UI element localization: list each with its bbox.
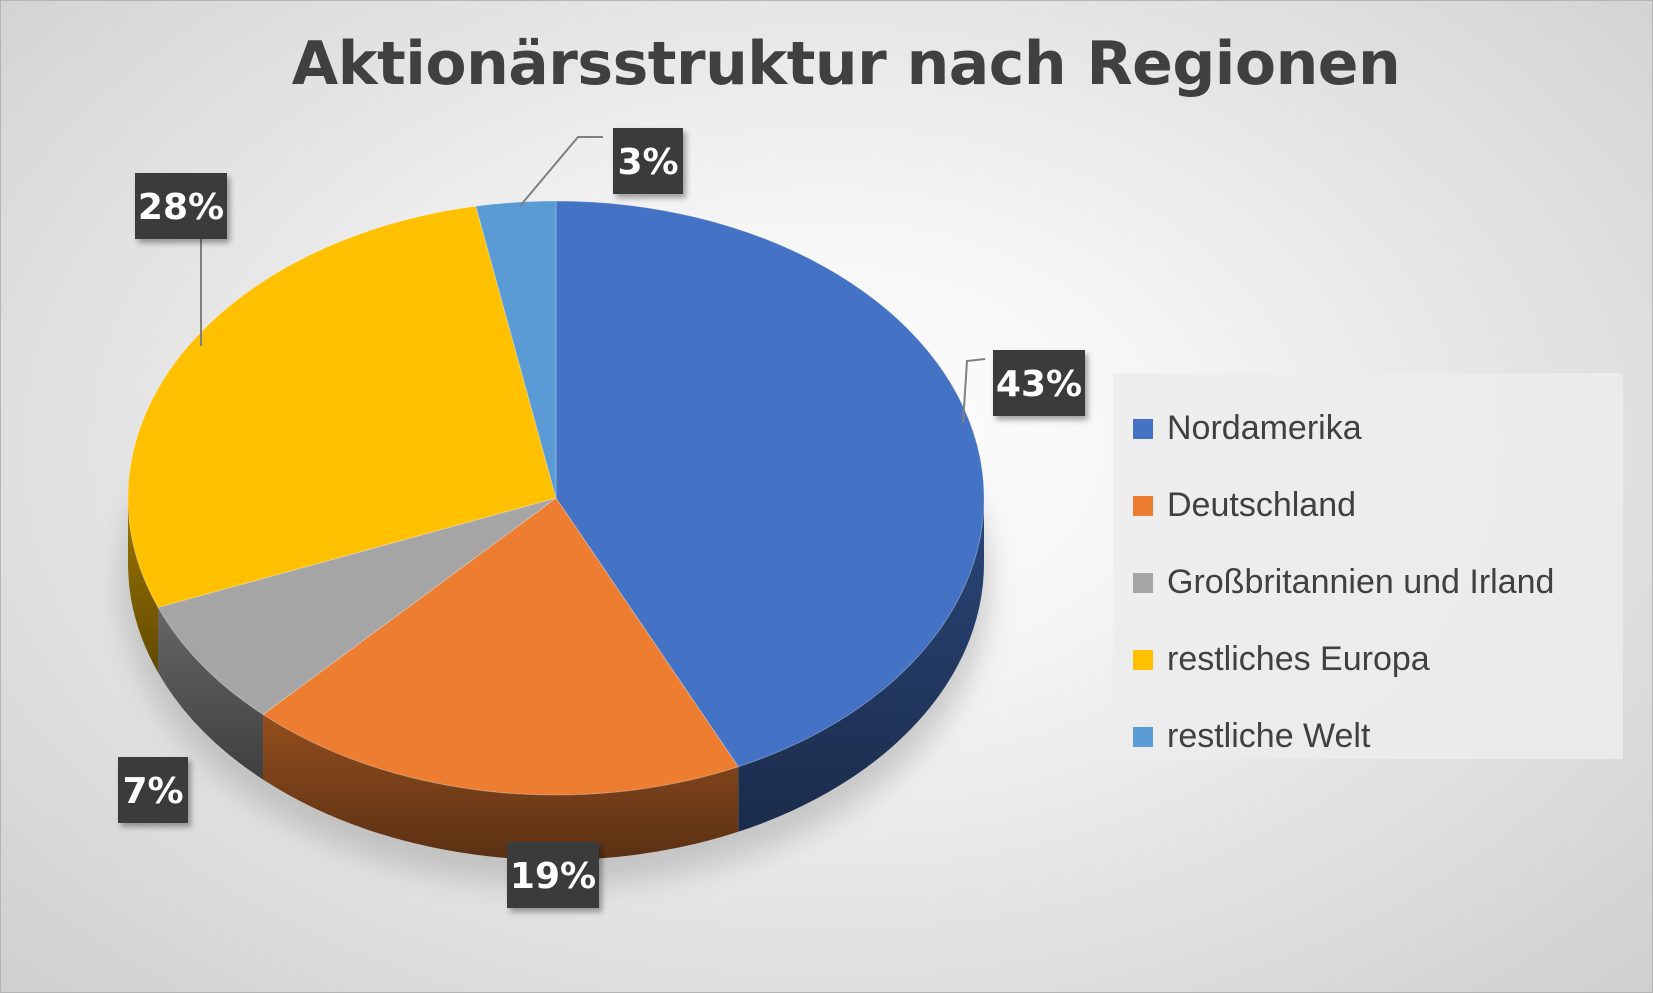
chart-title: Aktionärsstruktur nach Regionen: [291, 29, 1401, 99]
pie-side-walls: [128, 498, 984, 860]
legend-swatch: [1133, 418, 1153, 439]
pie-side-deutschland: [263, 714, 739, 860]
legend-label: restliches Europa: [1167, 640, 1430, 678]
data-labels: 43% 19% 7% 28% 3%: [118, 128, 1085, 908]
pie-slice-nordamerika: [555, 200, 985, 768]
legend-label: Großbritannien und Irland: [1167, 563, 1555, 601]
pie-side-gro-britannien-und-irland: [158, 607, 264, 780]
pie-slice-restliche-welt: [475, 200, 557, 499]
data-label-text: 3%: [617, 142, 678, 183]
legend-swatch: [1133, 572, 1153, 593]
legend-item: restliche Welt: [1113, 698, 1623, 775]
data-label-box: [135, 173, 227, 239]
chart-legend: Nordamerika Deutschland Großbritannien und…: [1113, 373, 1623, 759]
data-label-box: [118, 757, 188, 823]
legend-swatch: [1133, 495, 1153, 516]
legend-item: restliches Europa: [1113, 621, 1623, 698]
legend-swatch: [1133, 726, 1153, 747]
leader-line: [962, 358, 986, 424]
legend-label: Deutschland: [1167, 486, 1357, 524]
leader-line: [519, 136, 603, 207]
data-label: 19%: [507, 842, 599, 908]
data-label-text: 7%: [122, 771, 183, 812]
legend-swatch: [1133, 649, 1153, 670]
legend-item: Deutschland: [1113, 467, 1623, 544]
data-label-text: 28%: [138, 187, 224, 228]
data-label: 28%: [135, 173, 227, 239]
data-label-box: [993, 350, 1085, 416]
data-label: 7%: [118, 757, 188, 823]
data-label: 43%: [993, 350, 1085, 416]
data-label-text: 43%: [996, 364, 1082, 405]
pie-side-nordamerika: [738, 498, 984, 832]
pie-slice-deutschland: [262, 497, 740, 796]
pie-slices: [127, 200, 985, 796]
legend-item: Nordamerika: [1113, 390, 1623, 467]
data-label-box: [613, 128, 683, 194]
legend-label: Nordamerika: [1167, 409, 1362, 447]
data-label-text: 19%: [510, 856, 596, 897]
pie-slice-gro-britannien-und-irland: [157, 497, 557, 716]
legend-item: Großbritannien und Irland: [1113, 544, 1623, 621]
data-label-box: [507, 842, 599, 908]
legend-label: restliche Welt: [1167, 717, 1371, 755]
pie-slice-restliches-europa: [127, 205, 557, 608]
pie-side-restliches-europa: [128, 498, 159, 673]
data-label: 3%: [613, 128, 683, 194]
